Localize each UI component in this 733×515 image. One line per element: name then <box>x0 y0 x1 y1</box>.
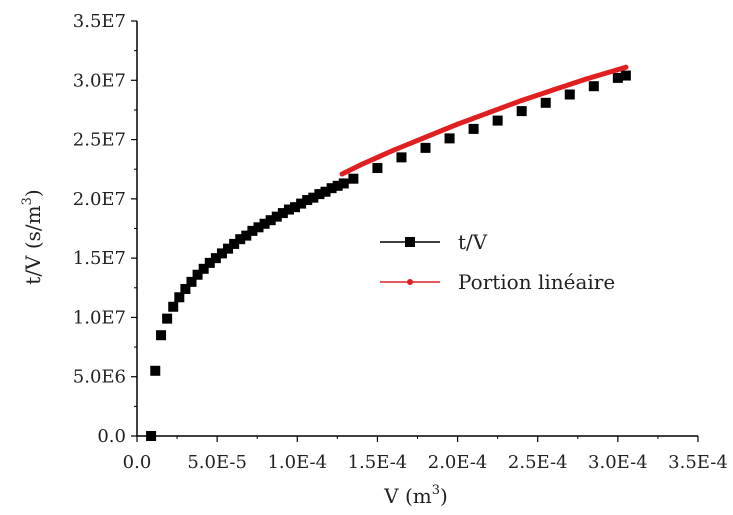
y-axis-title-end: ) <box>21 189 45 197</box>
data-point-tv <box>180 283 191 294</box>
data-point-portion-lineaire <box>583 76 589 82</box>
series-layer <box>146 64 631 441</box>
legend: t/V Portion linéaire <box>380 230 615 294</box>
data-point-tv <box>468 123 479 134</box>
x-axis-title-end: ) <box>440 484 448 508</box>
legend-marker-tv <box>405 237 415 247</box>
data-point-tv <box>420 142 431 153</box>
y-tick-label: 3.5E7 <box>73 11 126 32</box>
data-point-tv <box>612 72 623 83</box>
data-point-tv <box>540 97 551 108</box>
x-axis-title-sup: 3 <box>432 483 440 498</box>
data-point-tv <box>156 330 167 341</box>
data-point-tv <box>444 133 455 144</box>
data-point-tv <box>247 225 258 236</box>
data-point-portion-lineaire <box>487 109 493 115</box>
data-point-tv <box>277 208 288 219</box>
data-point-tv <box>588 81 599 92</box>
data-point-tv <box>320 186 331 197</box>
legend-label-tv: t/V <box>458 230 488 254</box>
data-point-tv <box>174 292 185 303</box>
data-point-tv <box>186 276 197 287</box>
data-point-portion-lineaire <box>623 64 629 70</box>
legend-entry-tv: t/V <box>380 230 488 254</box>
data-point-tv <box>265 215 276 226</box>
data-point-tv <box>326 183 337 194</box>
data-point-tv <box>229 238 240 249</box>
data-point-tv <box>296 198 307 209</box>
y-axis-title: t/V (s/m3) <box>20 189 45 284</box>
data-point-tv <box>223 243 234 254</box>
y-tick-label: 0.0 <box>97 426 126 447</box>
line-portion-lineaire <box>339 64 629 177</box>
data-point-portion-lineaire <box>339 171 345 177</box>
data-point-tv <box>192 269 203 280</box>
x-axis-title: V (m3) <box>383 483 448 508</box>
y-tick-label: 3.0E7 <box>73 70 126 91</box>
data-point-portion-lineaire <box>615 67 621 73</box>
x-tick-label: 3.5E-4 <box>668 452 728 473</box>
data-point-tv <box>564 89 575 100</box>
data-point-tv <box>253 222 264 233</box>
x-tick-label: 5.0E-5 <box>187 452 247 473</box>
data-point-tv <box>210 253 221 264</box>
data-point-tv <box>492 115 503 126</box>
data-point-tv <box>332 180 343 191</box>
data-point-tv <box>372 163 383 174</box>
y-tick-label: 2.0E7 <box>73 189 126 210</box>
legend-entry-portion-lineaire: Portion linéaire <box>380 270 615 294</box>
data-point-tv <box>348 173 359 184</box>
legend-label-portion-lineaire: Portion linéaire <box>458 270 615 294</box>
data-point-portion-lineaire <box>551 87 557 93</box>
data-point-tv <box>620 70 631 81</box>
data-point-tv <box>338 178 349 189</box>
data-point-tv <box>241 230 252 241</box>
x-axis-ticks: 0.0 5.0E-5 1.0E-4 1.5E-4 2.0E-4 2.5E-4 3.0E-4 3… <box>123 436 728 473</box>
data-point-portion-lineaire <box>358 161 364 167</box>
data-point-tv <box>283 204 294 215</box>
data-point-tv <box>259 218 270 229</box>
data-point-tv <box>308 192 319 203</box>
y-tick-label: 2.5E7 <box>73 130 126 151</box>
y-axis-ticks: 0.0 5.0E6 1.0E7 1.5E7 2.0E7 2.5E7 3.0E7 3.5E7 <box>73 11 137 447</box>
data-point-portion-lineaire <box>423 134 429 140</box>
x-tick-label: 0.0 <box>123 452 152 473</box>
data-point-tv <box>271 211 282 222</box>
x-tick-label: 2.0E-4 <box>428 452 488 473</box>
data-point-tv <box>302 195 313 206</box>
data-point-tv <box>162 313 173 324</box>
y-axis-title-sup: 3 <box>20 197 35 205</box>
y-tick-label: 1.0E7 <box>73 307 126 328</box>
y-axis-title-main: t/V (s/m <box>21 205 45 284</box>
data-point-tv <box>290 202 301 213</box>
series-portion-lineaire <box>339 64 629 177</box>
data-point-tv <box>150 365 161 376</box>
y-tick-label: 5.0E6 <box>73 367 126 388</box>
x-tick-label: 2.5E-4 <box>508 452 568 473</box>
series-tv <box>146 70 631 441</box>
x-tick-label: 3.0E-4 <box>588 452 648 473</box>
data-point-portion-lineaire <box>455 121 461 127</box>
data-point-tv <box>216 248 227 259</box>
x-tick-label: 1.0E-4 <box>267 452 327 473</box>
data-point-tv <box>516 106 527 117</box>
data-point-portion-lineaire <box>519 97 525 103</box>
data-point-tv <box>396 152 407 163</box>
legend-marker-portion-lineaire <box>407 279 413 285</box>
y-tick-label: 1.5E7 <box>73 248 126 269</box>
data-point-portion-lineaire <box>390 147 396 153</box>
data-point-tv <box>198 263 209 274</box>
data-point-tv <box>235 234 246 245</box>
plot-frame <box>136 21 698 437</box>
data-point-tv <box>146 431 157 441</box>
x-tick-label: 1.5E-4 <box>348 452 408 473</box>
data-point-tv <box>204 257 215 268</box>
data-point-tv <box>168 301 179 312</box>
data-point-tv <box>314 189 325 200</box>
x-axis-title-main: V (m <box>383 484 432 508</box>
